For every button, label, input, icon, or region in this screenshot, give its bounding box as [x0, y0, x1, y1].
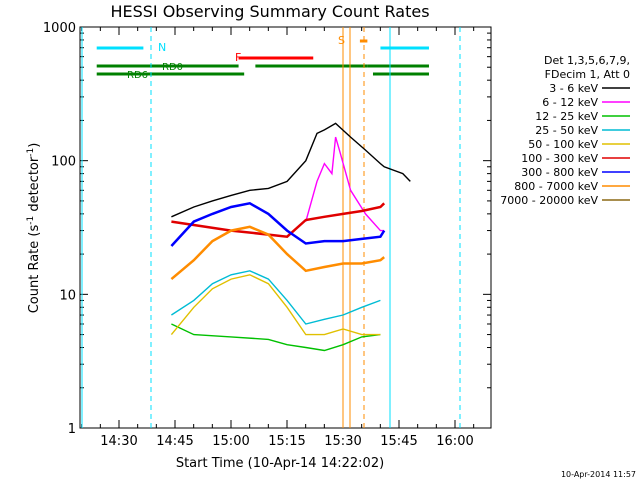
interval-lines	[81, 27, 461, 428]
y-axis-label-sup1: -1	[26, 216, 36, 225]
rd6-label: RD6	[127, 70, 148, 81]
plot-frame	[79, 26, 492, 429]
y-axis-label-mid: detector	[27, 156, 42, 216]
x-axis: 14:30 14:45 15:00 15:15 15:30 15:45 16:00	[81, 27, 475, 449]
x-tick-label: 15:15	[268, 434, 305, 449]
legend: Det 1,3,5,6,7,9, FDecim 1, Att 0 3 - 6 k…	[500, 54, 630, 207]
x-tick-label: 16:00	[436, 434, 473, 449]
y-axis-label-main: Count Rate (s	[27, 225, 42, 314]
y-tick-label: 1	[68, 422, 76, 437]
y-axis-label: Count Rate (s-1 detector-1)	[26, 143, 42, 314]
f-label: F	[235, 51, 241, 64]
n-label: N	[158, 41, 166, 54]
x-tick-label: 14:45	[156, 434, 193, 449]
footer-timestamp: 10-Apr-2014 11:57	[561, 470, 636, 479]
series-line-3	[171, 270, 381, 325]
legend-label: 3 - 6 keV	[549, 82, 598, 95]
legend-label: 6 - 12 keV	[542, 96, 598, 109]
series-line-5	[171, 202, 386, 239]
series-line-1	[305, 136, 385, 232]
y-tick-label: 1000	[43, 21, 76, 36]
series-line-6	[170, 201, 386, 247]
legend-title-line1: Det 1,3,5,6,7,9,	[544, 54, 630, 67]
series-line-4	[170, 274, 381, 336]
series-layer	[170, 122, 411, 352]
y-axis: 1 10 100 1000	[43, 21, 491, 437]
legend-label: 25 - 50 keV	[535, 124, 598, 137]
y-axis-label-end: )	[27, 143, 42, 148]
series-line-2	[171, 323, 381, 352]
chart-title: HESSI Observing Summary Count Rates	[110, 2, 429, 21]
series-line-0	[171, 122, 411, 218]
legend-label: 300 - 800 keV	[521, 166, 598, 179]
legend-label: 100 - 300 keV	[521, 152, 598, 165]
legend-label: 7000 - 20000 keV	[500, 194, 598, 207]
legend-label: 800 - 7000 keV	[514, 180, 598, 193]
y-axis-label-sup2: -1	[26, 148, 36, 157]
y-tick-label: 10	[59, 288, 76, 303]
legend-title-line2: FDecim 1, Att 0	[545, 68, 630, 81]
s-label: S	[338, 34, 345, 47]
x-axis-label: Start Time (10-Apr-14 14:22:02)	[176, 456, 384, 471]
y-tick-label: 100	[51, 155, 76, 170]
series-line-7	[170, 225, 385, 281]
legend-label: 50 - 100 keV	[528, 138, 598, 151]
annotation-bars: N S F RD0 RD6	[96, 34, 429, 81]
legend-label: 12 - 25 keV	[535, 110, 598, 123]
rd0-label: RD0	[162, 62, 183, 73]
x-tick-label: 15:45	[380, 434, 417, 449]
x-tick-label: 15:00	[212, 434, 249, 449]
x-tick-label: 15:30	[324, 434, 361, 449]
x-tick-label: 14:30	[100, 434, 137, 449]
